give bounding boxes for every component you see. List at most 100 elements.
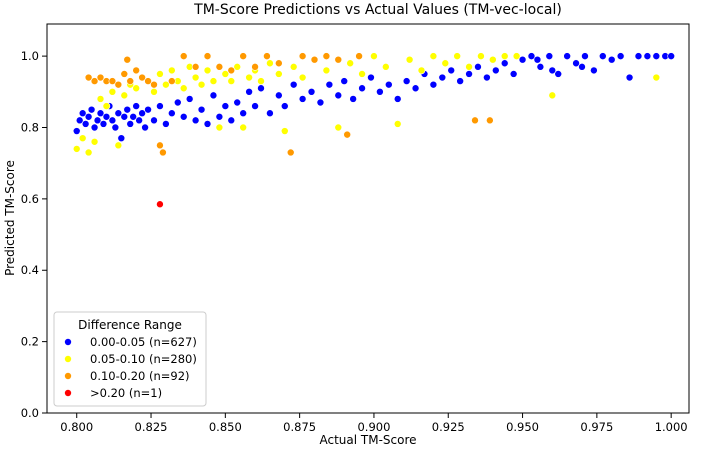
data-point — [349, 95, 357, 103]
data-point — [465, 63, 473, 71]
data-point — [227, 77, 236, 85]
data-point — [266, 109, 274, 118]
data-point — [492, 66, 500, 75]
legend-marker — [64, 338, 72, 346]
data-point — [239, 123, 247, 132]
data-point — [90, 77, 99, 85]
data-point — [138, 73, 146, 82]
data-point — [114, 109, 123, 118]
legend-items: 0.00-0.05 (n=627) 0.05-0.10 (n=280) 0.10-0… — [64, 335, 197, 400]
x-tick-label: 0.975 — [580, 420, 613, 434]
data-point — [108, 88, 117, 96]
data-point — [590, 66, 598, 75]
legend-title: Difference Range — [78, 318, 182, 332]
x-tick-label: 0.825 — [135, 420, 168, 434]
data-point — [518, 55, 527, 64]
data-point — [102, 102, 111, 110]
data-point — [500, 59, 509, 68]
data-point — [84, 148, 93, 157]
data-point — [257, 84, 265, 93]
data-point — [96, 73, 105, 82]
data-point — [325, 80, 334, 89]
data-point — [93, 116, 102, 125]
x-tick-label: 1.000 — [655, 420, 688, 434]
data-point — [298, 52, 307, 60]
data-point — [120, 70, 129, 78]
data-point — [156, 70, 164, 78]
data-point — [78, 134, 87, 142]
data-point — [316, 98, 325, 107]
legend-marker — [64, 355, 72, 363]
data-point — [402, 77, 411, 85]
data-point — [117, 134, 126, 142]
y-tick-label: 0.6 — [21, 192, 39, 206]
data-point — [465, 70, 473, 78]
legend-label: 0.10-0.20 (n=92) — [90, 369, 190, 383]
data-point — [138, 109, 146, 118]
data-point — [203, 66, 212, 75]
y-axis-label: Predicted TM-Score — [3, 160, 17, 276]
data-point — [215, 123, 224, 132]
x-tick-label: 0.925 — [432, 420, 465, 434]
data-point — [286, 148, 295, 157]
data-point — [203, 52, 212, 60]
data-point — [156, 141, 164, 150]
data-point — [500, 52, 509, 60]
data-point — [141, 123, 149, 132]
data-point — [652, 73, 661, 82]
data-point — [227, 116, 236, 125]
data-point — [185, 95, 194, 103]
data-point — [120, 91, 129, 100]
data-point — [275, 70, 283, 78]
data-point — [438, 73, 447, 82]
data-point — [634, 52, 643, 60]
data-point — [616, 52, 625, 60]
data-point — [215, 63, 224, 71]
data-points — [72, 52, 675, 209]
data-point — [132, 102, 140, 110]
data-point — [162, 80, 170, 89]
x-tick-label: 0.800 — [60, 420, 93, 434]
data-point — [233, 98, 242, 107]
data-point — [209, 91, 218, 100]
data-point — [233, 63, 242, 71]
axis-ticks: 0.800 0.825 0.850 0.875 0.900 0.925 0.950 0.975… — [21, 49, 688, 434]
data-point — [289, 63, 298, 71]
data-point — [355, 52, 363, 60]
data-point — [536, 63, 545, 71]
data-point — [310, 55, 319, 64]
data-point — [376, 88, 384, 96]
data-point — [90, 123, 99, 132]
data-point — [280, 102, 289, 110]
data-point — [191, 116, 200, 125]
data-point — [367, 73, 375, 82]
y-tick-label: 0.2 — [21, 335, 39, 349]
data-point — [150, 88, 158, 96]
data-point — [257, 77, 265, 85]
data-point — [263, 52, 271, 60]
data-point — [84, 112, 93, 121]
data-point — [298, 73, 307, 82]
data-point — [227, 66, 236, 75]
data-point — [417, 66, 426, 75]
y-tick-label: 1.0 — [21, 49, 39, 63]
data-point — [173, 98, 182, 107]
data-point — [578, 63, 586, 71]
data-point — [554, 70, 563, 78]
data-point — [191, 73, 200, 82]
data-point — [156, 102, 164, 110]
data-point — [156, 200, 164, 209]
data-point — [346, 59, 354, 68]
data-point — [221, 70, 230, 78]
legend-box — [53, 311, 207, 407]
y-tick-label: 0.8 — [21, 120, 39, 134]
legend: Difference Range 0.00-0.05 (n=627) 0.05-0… — [53, 311, 207, 407]
data-point — [99, 120, 108, 128]
data-point — [87, 105, 96, 114]
data-point — [453, 52, 461, 60]
data-point — [358, 70, 366, 78]
data-point — [108, 116, 117, 125]
data-point — [168, 109, 176, 118]
legend-label: >0.20 (n=1) — [90, 386, 162, 400]
